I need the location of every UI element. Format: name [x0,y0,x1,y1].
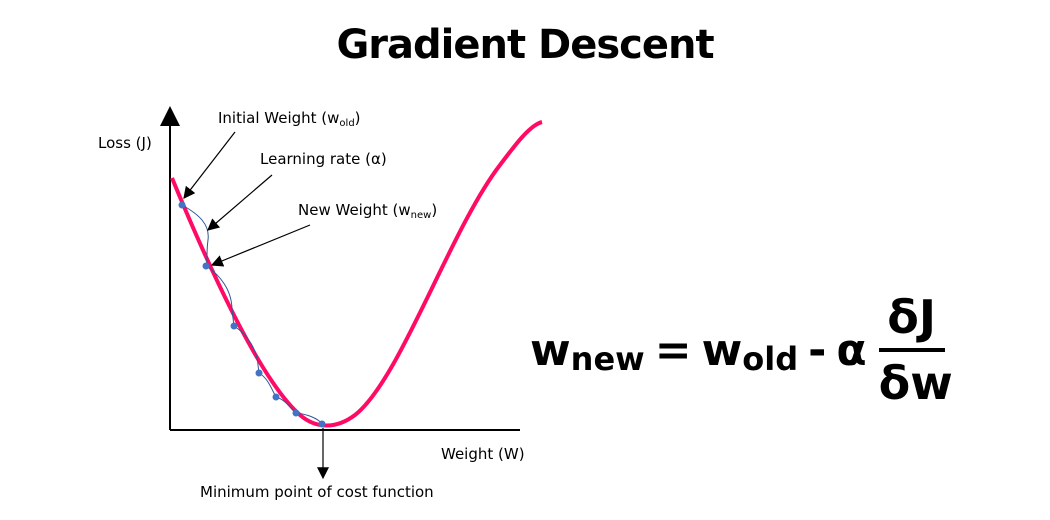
w-new-sub: new [570,340,645,378]
page-title: Gradient Descent [336,22,714,68]
new-weight-label: New Weight (wnew) [298,201,437,221]
loss-curve [170,120,543,428]
step-point [318,420,326,428]
derivative-fraction: δJ δw [878,290,953,410]
arrow-learning-rate [207,174,273,231]
alpha-symbol: α [836,324,867,376]
minus-sign: - [808,324,827,376]
fraction-bar [878,348,945,352]
w-old: w [701,324,743,376]
denominator: δw [878,356,953,410]
equals-sign: = [654,324,692,376]
arrow-new-weight [210,224,311,267]
step-point [202,262,210,270]
minimum-label: Minimum point of cost function [200,483,434,501]
y-axis-label: Loss (J) [98,134,152,152]
learning-rate-label: Learning rate (α) [260,150,387,168]
step-point [178,201,186,209]
step-point [255,369,263,377]
step-point [272,393,280,401]
w-old-sub: old [742,340,799,378]
step-points [178,201,326,428]
arrow-initial [183,131,236,199]
step-path [181,204,323,425]
step-point [292,409,300,417]
initial-weight-label: Initial Weight (wold) [218,109,361,129]
w-new: w [530,324,571,376]
update-formula: w new = w old - α δJ δw [530,285,953,415]
numerator: δJ [887,290,936,344]
x-axis-label: Weight (W) [441,445,525,463]
step-point [230,322,238,330]
